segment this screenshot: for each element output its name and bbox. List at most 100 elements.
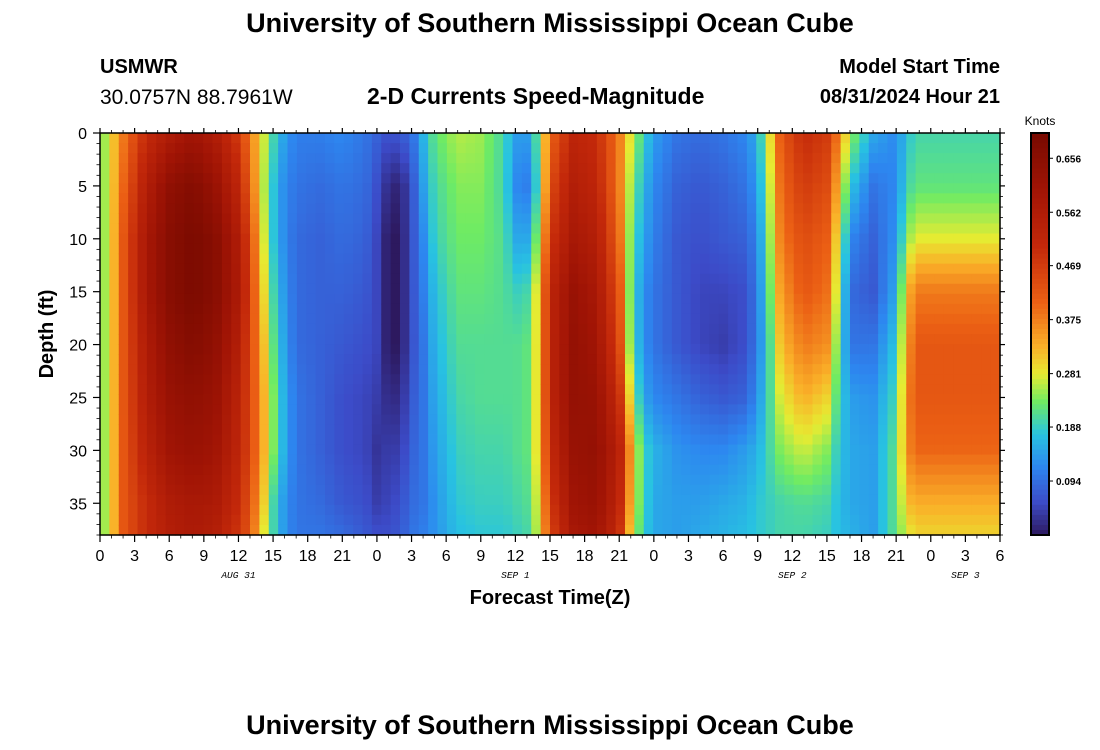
heatmap-cell <box>475 223 485 235</box>
heatmap-cell <box>156 203 167 214</box>
heatmap-cell <box>925 404 935 415</box>
heatmap-cell <box>231 354 242 365</box>
heatmap-cell <box>709 133 720 144</box>
heatmap-cell <box>221 133 232 144</box>
heatmap-cell <box>296 243 307 255</box>
heatmap-cell <box>943 354 954 365</box>
heatmap-cell <box>165 143 176 154</box>
heatmap-cell <box>671 133 682 144</box>
heatmap-cell <box>156 193 167 204</box>
heatmap-cell <box>156 364 167 375</box>
heatmap-cell <box>100 223 110 235</box>
heatmap-cell <box>503 323 514 335</box>
heatmap-cell <box>503 464 514 476</box>
heatmap-cell <box>250 193 260 204</box>
heatmap-cell <box>231 454 242 466</box>
x-tick-label: 21 <box>887 548 905 565</box>
heatmap-cell <box>325 173 335 184</box>
heatmap-cell <box>193 494 204 506</box>
heatmap-cell <box>850 253 860 265</box>
heatmap-cell <box>334 253 345 265</box>
heatmap-cell <box>568 243 579 255</box>
heatmap-cell <box>156 173 167 184</box>
heatmap-cell <box>146 454 157 466</box>
heatmap-cell <box>634 203 645 214</box>
heatmap-cell <box>990 494 1001 506</box>
heatmap-cell <box>362 384 373 395</box>
heatmap-cell <box>896 494 907 506</box>
heatmap-cell <box>821 384 832 395</box>
heatmap-cell <box>100 444 110 456</box>
heatmap-cell <box>606 424 617 436</box>
heatmap-cell <box>306 213 317 225</box>
heatmap-cell <box>662 424 673 436</box>
heatmap-cell <box>381 334 392 345</box>
heatmap-cell <box>821 354 832 365</box>
heatmap-cell <box>409 524 420 536</box>
heatmap-cell <box>887 364 898 375</box>
heatmap-cell <box>315 223 326 235</box>
heatmap-cell <box>784 364 795 375</box>
heatmap-cell <box>409 434 420 446</box>
heatmap-cell <box>700 494 710 506</box>
heatmap-cell <box>221 253 232 265</box>
heatmap-cell <box>775 474 785 486</box>
heatmap-cell <box>550 454 560 466</box>
heatmap-cell <box>718 484 729 496</box>
heatmap-cell <box>737 203 748 214</box>
heatmap-cell <box>165 354 176 365</box>
heatmap-cell <box>240 253 251 265</box>
heatmap-cell <box>850 334 860 345</box>
heatmap-cell <box>934 173 945 184</box>
heatmap-cell <box>203 303 214 315</box>
heatmap-cell <box>690 133 701 144</box>
heatmap-cell <box>587 263 598 275</box>
heatmap-cell <box>812 404 823 415</box>
heatmap-cell <box>653 313 664 325</box>
heatmap-cell <box>709 364 720 375</box>
heatmap-cell <box>728 354 739 365</box>
heatmap-cell <box>728 203 739 214</box>
heatmap-cell <box>925 233 935 245</box>
heatmap-cell <box>934 414 945 426</box>
heatmap-cell <box>409 334 420 345</box>
heatmap-cell <box>821 344 832 355</box>
heatmap-cell <box>625 213 635 225</box>
heatmap-cell <box>493 434 504 446</box>
heatmap-cell <box>184 323 195 335</box>
heatmap-cell <box>512 223 523 235</box>
heatmap-cell <box>278 143 289 154</box>
heatmap-cell <box>118 474 129 486</box>
heatmap-cell <box>896 504 907 516</box>
heatmap-cell <box>634 183 645 194</box>
heatmap-cell <box>746 464 757 476</box>
heatmap-cell <box>915 434 926 446</box>
heatmap-cell <box>521 163 532 174</box>
heatmap-cell <box>587 273 598 285</box>
heatmap-cell <box>137 494 148 506</box>
heatmap-cell <box>259 293 270 305</box>
heatmap-cell <box>990 253 1001 265</box>
heatmap-cell <box>128 293 139 305</box>
heatmap-cell <box>850 484 860 496</box>
heatmap-cell <box>896 384 907 395</box>
heatmap-cell <box>728 334 739 345</box>
heatmap-cell <box>484 414 495 426</box>
heatmap-cell <box>812 494 823 506</box>
heatmap-cell <box>128 303 139 315</box>
heatmap-cell <box>756 434 767 446</box>
heatmap-cell <box>587 233 598 245</box>
heatmap-cell <box>465 293 476 305</box>
heatmap-cell <box>418 193 429 204</box>
heatmap-cell <box>803 444 814 456</box>
colorbar-swatch <box>1031 168 1049 174</box>
heatmap-cell <box>240 153 251 164</box>
heatmap-cell <box>175 173 185 184</box>
heatmap-cell <box>784 464 795 476</box>
heatmap-cell <box>915 364 926 375</box>
heatmap-cell <box>315 524 326 536</box>
heatmap-cell <box>446 273 457 285</box>
heatmap-cell <box>100 273 110 285</box>
heatmap-cell <box>465 374 476 385</box>
heatmap-cell <box>343 374 354 385</box>
